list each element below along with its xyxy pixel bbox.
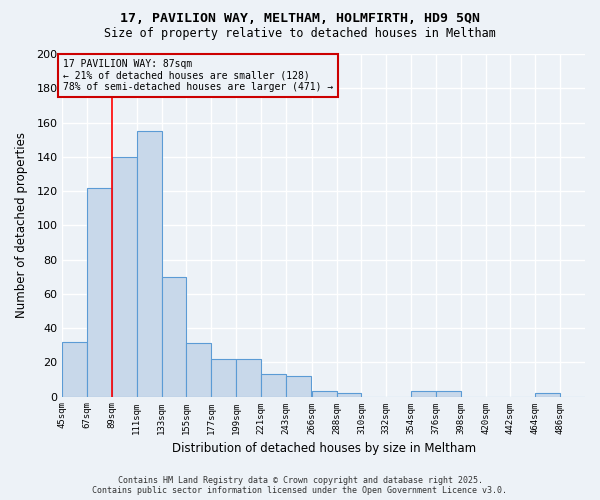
Bar bbox=[211, 359, 236, 397]
Bar bbox=[411, 392, 436, 396]
Bar bbox=[261, 374, 286, 396]
Text: Contains HM Land Registry data © Crown copyright and database right 2025.
Contai: Contains HM Land Registry data © Crown c… bbox=[92, 476, 508, 495]
Bar bbox=[112, 157, 137, 396]
Y-axis label: Number of detached properties: Number of detached properties bbox=[15, 132, 28, 318]
Bar bbox=[337, 393, 361, 396]
Bar bbox=[436, 392, 461, 396]
X-axis label: Distribution of detached houses by size in Meltham: Distribution of detached houses by size … bbox=[172, 442, 476, 455]
Bar bbox=[312, 392, 337, 396]
Bar bbox=[535, 393, 560, 396]
Bar bbox=[236, 359, 261, 397]
Bar bbox=[62, 342, 87, 396]
Text: Size of property relative to detached houses in Meltham: Size of property relative to detached ho… bbox=[104, 28, 496, 40]
Bar bbox=[87, 188, 112, 396]
Text: 17 PAVILION WAY: 87sqm
← 21% of detached houses are smaller (128)
78% of semi-de: 17 PAVILION WAY: 87sqm ← 21% of detached… bbox=[63, 59, 333, 92]
Bar bbox=[161, 276, 187, 396]
Text: 17, PAVILION WAY, MELTHAM, HOLMFIRTH, HD9 5QN: 17, PAVILION WAY, MELTHAM, HOLMFIRTH, HD… bbox=[120, 12, 480, 26]
Bar bbox=[286, 376, 311, 396]
Bar bbox=[187, 344, 211, 396]
Bar bbox=[137, 131, 161, 396]
